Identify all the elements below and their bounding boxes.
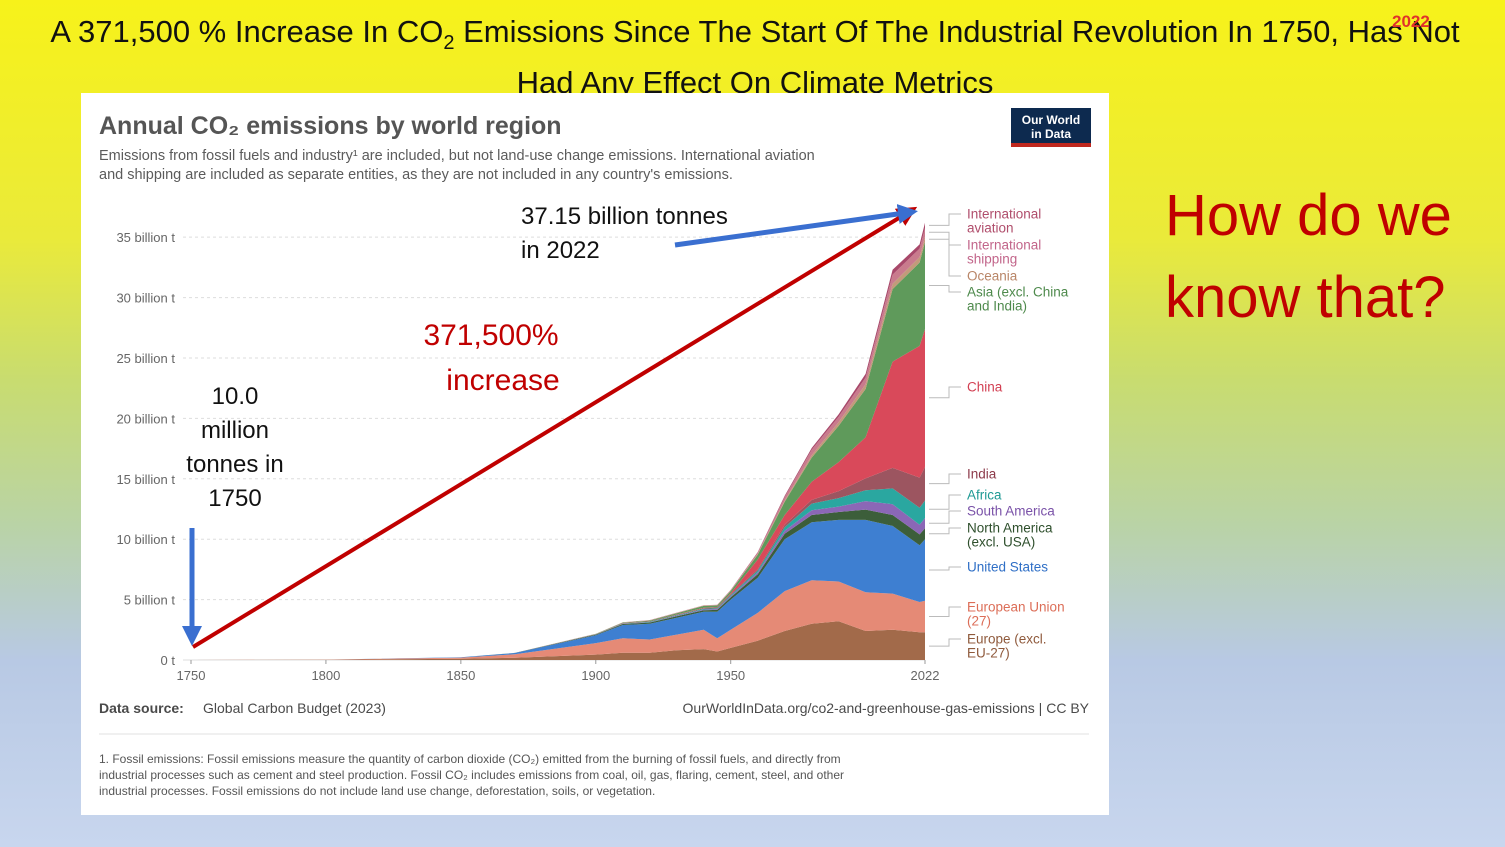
headline-part1: A 371,500 % Increase In CO <box>50 14 444 49</box>
legend-label-united_states: United States <box>967 560 1048 575</box>
area-layer <box>191 222 925 660</box>
owid-logo[interactable]: Our World in Data <box>1011 108 1091 147</box>
chart-title: Annual CO₂ emissions by world region <box>99 112 562 140</box>
area-european-union-27[interactable] <box>191 580 925 660</box>
y-tick-label: 20 billion t <box>116 411 175 426</box>
headline-subscript: 2 <box>443 32 455 55</box>
chart-card: Annual CO₂ emissions by world region Emi… <box>81 93 1109 815</box>
footnote-line2: industrial processes such as cement and … <box>99 768 844 782</box>
source-value: Global Carbon Budget (2023) <box>203 700 386 716</box>
x-tick-label: 2022 <box>911 668 940 683</box>
legend-label-intl_shipping_2: shipping <box>967 252 1017 267</box>
end-value-arrow <box>674 204 918 248</box>
legend-label-north_america_2: (excl. USA) <box>967 535 1035 550</box>
area-united-states[interactable] <box>191 519 925 660</box>
legend-label-eu_2: (27) <box>967 614 991 629</box>
legend-connector <box>929 473 961 485</box>
y-tick-label: 0 t <box>161 653 176 668</box>
legend-label-asia_2: and India) <box>967 299 1027 314</box>
legend-connector <box>929 527 961 535</box>
legend-label-china: China <box>967 380 1003 395</box>
x-tick-label: 1800 <box>311 668 340 683</box>
legend-connector <box>929 231 961 246</box>
legend-label-intl_aviation_1: International <box>967 207 1041 222</box>
x-tick-label: 1950 <box>716 668 745 683</box>
area-india[interactable] <box>191 466 925 660</box>
legend-label-oceania: Oceania <box>967 269 1018 284</box>
y-tick-label: 35 billion t <box>116 230 175 245</box>
legend-connector <box>929 510 961 524</box>
legend-connector <box>929 386 961 399</box>
slide-headline: A 371,500 % Increase In CO2 Emissions Si… <box>20 12 1490 103</box>
x-tick-label: 1750 <box>177 668 206 683</box>
tick-layer: 0 t 5 billion t 10 billion t 15 billion t 20… <box>116 230 939 683</box>
legend-label-europe_1: Europe (excl. <box>967 632 1047 647</box>
y-tick-label: 30 billion t <box>116 291 175 306</box>
legend-layer: InternationalaviationInternationalshippi… <box>929 207 1069 661</box>
legend-connector <box>929 638 961 647</box>
increase-arrow <box>191 206 918 649</box>
legend-connector <box>929 566 961 571</box>
legend-connector <box>929 285 961 293</box>
chart-svg: Annual CO₂ emissions by world region Emi… <box>99 108 1091 798</box>
logo-line1: Our World <box>1022 113 1080 127</box>
start-line2: million <box>201 417 269 444</box>
footnote-line3: industrial processes. Fossil emissions d… <box>99 784 655 798</box>
increase-line1: 371,500% <box>423 319 558 352</box>
legend-connector <box>929 606 961 617</box>
y-tick-label: 15 billion t <box>116 472 175 487</box>
start-line3: tonnes in <box>186 451 283 478</box>
increase-line2: increase <box>446 364 559 397</box>
x-tick-label: 1900 <box>581 668 610 683</box>
logo-line2: in Data <box>1031 127 1071 141</box>
start-line1: 10.0 <box>212 383 259 410</box>
legend-label-europe_2: EU-27) <box>967 646 1010 661</box>
y-tick-label: 5 billion t <box>124 593 176 608</box>
y-tick-label: 10 billion t <box>116 532 175 547</box>
footnote-line1: 1. Fossil emissions: Fossil emissions me… <box>99 752 841 766</box>
end-value-line2: in 2022 <box>521 237 600 264</box>
source-label: Data source: <box>99 700 184 716</box>
legend-label-intl_shipping_1: International <box>967 238 1041 253</box>
legend-label-india: India <box>967 467 997 482</box>
legend-label-south_america: South America <box>967 504 1055 519</box>
legend-connector <box>929 494 961 510</box>
legend-label-eu_1: European Union <box>967 600 1065 615</box>
area-europe-excl-eu-27[interactable] <box>191 621 925 660</box>
side-question: How do we know that? <box>1165 183 1452 330</box>
url-credit[interactable]: OurWorldInData.org/co2-and-greenhouse-ga… <box>683 700 1090 716</box>
legend-label-north_america_1: North America <box>967 521 1053 536</box>
y-tick-label: 25 billion t <box>116 351 175 366</box>
year-badge: 2022 <box>1392 12 1430 31</box>
start-line4: 1750 <box>208 485 261 512</box>
x-tick-label: 1850 <box>446 668 475 683</box>
legend-connector <box>929 213 961 226</box>
chart-subtitle-line2: and shipping are included as separate en… <box>99 167 733 183</box>
legend-connector <box>929 238 961 277</box>
legend-label-africa: Africa <box>967 488 1002 503</box>
chart-subtitle-line1: Emissions from fossil fuels and industry… <box>99 148 815 164</box>
end-value-line1: 37.15 billion tonnes <box>521 203 728 230</box>
legend-label-asia_1: Asia (excl. China <box>967 285 1069 300</box>
headline-part2: Emissions Since The Start Of The Industr… <box>454 14 1460 101</box>
legend-label-intl_aviation_2: aviation <box>967 221 1014 236</box>
